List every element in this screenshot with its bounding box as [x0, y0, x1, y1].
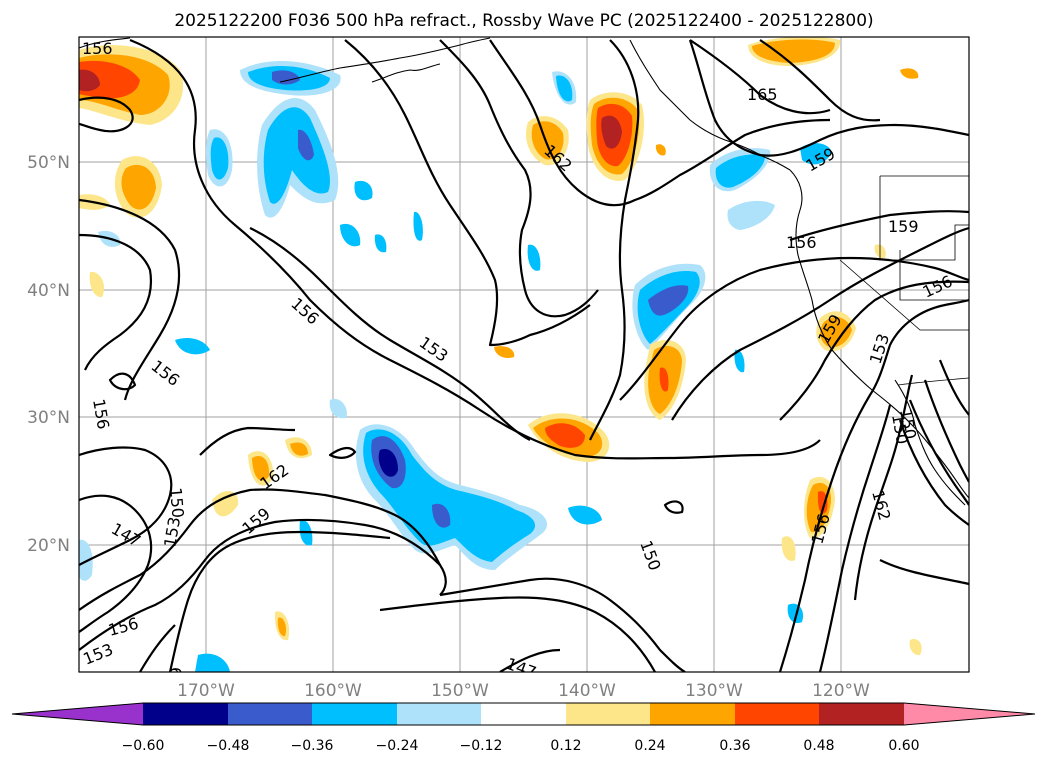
anomaly-negative: [363, 429, 536, 562]
anomaly-positive: [601, 115, 622, 149]
colorbar-segment: [650, 703, 735, 725]
colorbar-label: −0.60: [122, 738, 165, 754]
anomaly-positive: [531, 121, 564, 160]
colorbar-outline: [11, 702, 1036, 726]
anomaly-positive: [817, 491, 828, 514]
lat-tick-label: 50°N: [27, 153, 70, 173]
colorbar-segment: [566, 703, 650, 725]
anomaly-negative: [727, 200, 775, 230]
lat-tick-label: 20°N: [27, 536, 70, 556]
colorbar: −0.60 −0.48 −0.36 −0.24 −0.12 0.12 0.24 …: [11, 702, 1036, 754]
anomaly-negative: [263, 107, 330, 204]
lon-tick-label: 140°W: [558, 681, 616, 701]
anomaly-positive: [252, 456, 270, 481]
anomaly-negative: [715, 154, 765, 188]
anomaly-positive: [659, 367, 669, 392]
colorbar-segment: [312, 703, 397, 725]
anomaly-positive: [212, 490, 239, 517]
chart-title: 2025122200 F036 500 hPa refract., Rossby…: [174, 11, 873, 31]
colorbar-label: −0.24: [376, 738, 419, 754]
contour-label: 159: [888, 217, 919, 236]
lat-tick-label: 30°N: [27, 408, 70, 428]
anomaly-negative: [556, 75, 573, 102]
lon-tick-label: 130°W: [685, 681, 743, 701]
contour-label: 165: [747, 85, 778, 104]
contour-label: 156: [82, 39, 113, 58]
anomaly-negative: [272, 70, 300, 85]
colorbar-label: 0.36: [719, 738, 750, 754]
anomaly-positive: [121, 164, 156, 210]
colorbar-extend-high: [904, 703, 1035, 725]
map-content: 156 162 165 159 156 159 156 156 153 156 …: [79, 37, 969, 677]
anomaly-negative: [432, 503, 451, 528]
colorbar-segment: [143, 703, 228, 725]
anomaly-negative: [340, 223, 361, 247]
colorbar-label: 0.12: [550, 738, 581, 754]
contour-label: 156: [786, 233, 817, 252]
anomaly-fills: [79, 37, 922, 672]
anomaly-positive: [277, 617, 287, 637]
anomaly-negative: [568, 505, 602, 525]
contour-label: 150: [166, 487, 188, 519]
anomaly-negative: [329, 398, 347, 419]
anomaly-positive: [79, 69, 100, 92]
colorbar-label: 0.60: [888, 738, 919, 754]
anomaly-positive: [781, 536, 796, 561]
anomaly-negative: [195, 653, 230, 672]
anomaly-negative: [734, 349, 745, 373]
anomaly-positive: [494, 346, 515, 358]
contours: [79, 38, 969, 672]
colorbar-label: −0.48: [207, 738, 250, 754]
anomaly-negative: [210, 137, 229, 180]
anomaly-positive: [545, 423, 585, 448]
anomaly-negative: [527, 244, 541, 271]
colorbar-extend-low: [12, 703, 143, 725]
colorbar-segment: [735, 703, 819, 725]
anomaly-positive: [89, 271, 105, 298]
longitude-labels: 170°W 160°W 150°W 140°W 130°W 120°W: [177, 681, 870, 701]
contour-label: 6: [166, 667, 185, 677]
anomaly-negative: [413, 211, 423, 241]
colorbar-label: 0.24: [634, 738, 665, 754]
anomaly-negative: [175, 338, 210, 355]
lat-tick-label: 40°N: [27, 281, 70, 301]
colorbar-segment: [397, 703, 481, 725]
anomaly-negative: [800, 143, 832, 165]
lon-tick-label: 160°W: [304, 681, 362, 701]
anomaly-negative: [378, 449, 398, 477]
anomaly-positive: [900, 68, 919, 79]
anomaly-positive: [752, 39, 835, 63]
anomaly-negative: [648, 285, 689, 316]
anomaly-positive: [655, 144, 666, 156]
anomaly-positive: [290, 442, 308, 456]
anomaly-negative: [354, 180, 373, 201]
anomaly-positive: [820, 316, 852, 348]
lon-tick-label: 120°W: [812, 681, 870, 701]
map-frame: [78, 36, 970, 673]
colorbar-label: −0.12: [460, 738, 503, 754]
colorbar-segment: [481, 703, 566, 725]
colorbar-label: 0.48: [803, 738, 834, 754]
anomaly-negative: [298, 129, 314, 161]
lon-tick-label: 170°W: [177, 681, 235, 701]
colorbar-label: −0.36: [291, 738, 334, 754]
anomaly-negative: [787, 603, 804, 624]
colorbar-segment: [228, 703, 312, 725]
lon-tick-label: 150°W: [431, 681, 489, 701]
anomaly-positive: [909, 639, 922, 656]
anomaly-negative: [374, 234, 387, 253]
latitude-labels: 50°N 40°N 30°N 20°N: [27, 153, 70, 556]
colorbar-segment: [819, 703, 904, 725]
